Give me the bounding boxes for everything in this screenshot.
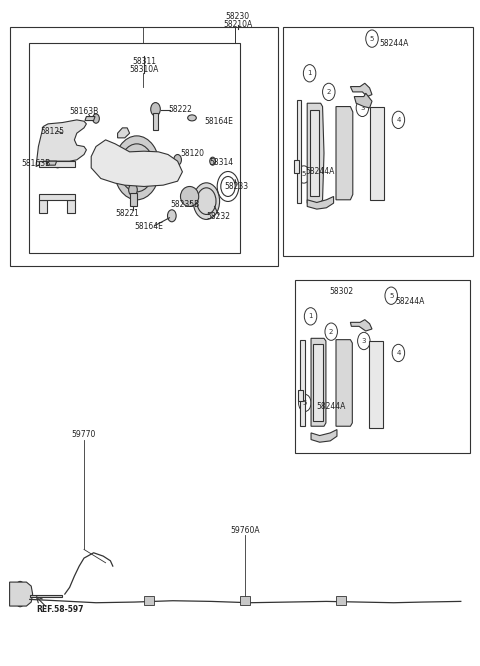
Circle shape	[299, 394, 311, 412]
Circle shape	[298, 166, 310, 183]
Polygon shape	[307, 196, 334, 209]
Circle shape	[392, 344, 405, 362]
Text: 58163B: 58163B	[22, 159, 50, 168]
Text: 58235B: 58235B	[170, 200, 199, 209]
Polygon shape	[336, 107, 353, 200]
Polygon shape	[91, 140, 182, 186]
Text: 58232: 58232	[206, 212, 230, 221]
Circle shape	[151, 103, 160, 116]
Bar	[295, 280, 470, 453]
Polygon shape	[313, 344, 323, 421]
Text: 58163B: 58163B	[70, 107, 98, 117]
Text: 59760A: 59760A	[230, 526, 260, 535]
Text: 4: 4	[396, 350, 401, 356]
Bar	[29, 43, 240, 253]
Text: 58244A: 58244A	[316, 402, 346, 411]
Polygon shape	[350, 83, 372, 97]
Text: 1: 1	[308, 313, 313, 320]
Polygon shape	[369, 341, 383, 428]
Ellipse shape	[188, 115, 196, 121]
Text: 58310A: 58310A	[129, 65, 159, 74]
Text: 58222: 58222	[168, 105, 192, 115]
Polygon shape	[153, 113, 158, 130]
Ellipse shape	[14, 581, 26, 607]
Circle shape	[127, 155, 146, 181]
Text: 58233: 58233	[224, 182, 248, 191]
Circle shape	[385, 287, 397, 304]
Circle shape	[323, 83, 335, 101]
Polygon shape	[240, 596, 250, 605]
Text: 3: 3	[361, 338, 366, 344]
Polygon shape	[39, 200, 47, 213]
Text: 59770: 59770	[72, 430, 96, 439]
Text: 5: 5	[389, 292, 394, 299]
Polygon shape	[39, 161, 75, 166]
Ellipse shape	[180, 186, 199, 206]
Bar	[283, 27, 473, 256]
Circle shape	[304, 308, 317, 325]
Text: 58314: 58314	[210, 158, 234, 167]
Polygon shape	[47, 161, 57, 165]
Text: 58302: 58302	[330, 287, 354, 296]
Polygon shape	[39, 194, 75, 200]
Circle shape	[366, 30, 378, 47]
Polygon shape	[297, 100, 301, 203]
Circle shape	[174, 155, 181, 165]
Polygon shape	[10, 582, 33, 606]
Polygon shape	[300, 340, 305, 426]
Text: 58221: 58221	[115, 208, 139, 218]
Polygon shape	[350, 320, 372, 331]
Polygon shape	[311, 338, 326, 426]
Circle shape	[325, 323, 337, 340]
Text: 5: 5	[301, 171, 306, 178]
Polygon shape	[36, 120, 86, 166]
Circle shape	[93, 114, 99, 123]
Text: 58210A: 58210A	[223, 20, 252, 29]
Circle shape	[168, 210, 176, 222]
Polygon shape	[336, 596, 346, 605]
Polygon shape	[298, 390, 303, 401]
Bar	[10, 27, 278, 266]
Circle shape	[356, 99, 369, 117]
Polygon shape	[354, 93, 372, 108]
Text: 58244A: 58244A	[305, 167, 335, 176]
Polygon shape	[130, 193, 137, 206]
Circle shape	[303, 65, 316, 82]
Circle shape	[54, 159, 61, 168]
Text: 1: 1	[307, 70, 312, 77]
Text: 2: 2	[329, 328, 334, 335]
Text: 58164E: 58164E	[134, 222, 163, 231]
Circle shape	[392, 111, 405, 129]
Polygon shape	[370, 107, 384, 200]
Text: 5: 5	[302, 400, 307, 406]
Text: REF.58-597: REF.58-597	[36, 605, 84, 614]
Text: 58311: 58311	[132, 57, 156, 66]
Polygon shape	[85, 117, 95, 121]
Polygon shape	[30, 595, 62, 597]
Circle shape	[129, 184, 137, 196]
Circle shape	[210, 157, 216, 165]
Polygon shape	[311, 430, 337, 442]
Polygon shape	[118, 128, 130, 138]
Polygon shape	[336, 340, 352, 426]
Text: 58244A: 58244A	[396, 296, 425, 306]
Polygon shape	[294, 160, 299, 173]
Text: 58164E: 58164E	[204, 117, 233, 126]
Text: 4: 4	[396, 117, 401, 123]
Text: 58244A: 58244A	[379, 39, 408, 48]
Circle shape	[114, 136, 160, 200]
Polygon shape	[144, 596, 154, 605]
Circle shape	[358, 332, 370, 350]
Text: 5: 5	[370, 35, 374, 42]
Text: 58120: 58120	[180, 149, 204, 158]
Text: 3: 3	[360, 105, 365, 111]
Ellipse shape	[193, 182, 219, 220]
Circle shape	[65, 129, 72, 138]
Polygon shape	[310, 110, 319, 196]
Polygon shape	[67, 200, 75, 213]
Text: 58125: 58125	[41, 127, 65, 136]
Polygon shape	[307, 103, 324, 203]
Text: 2: 2	[326, 89, 331, 95]
Text: 58230: 58230	[226, 12, 250, 21]
